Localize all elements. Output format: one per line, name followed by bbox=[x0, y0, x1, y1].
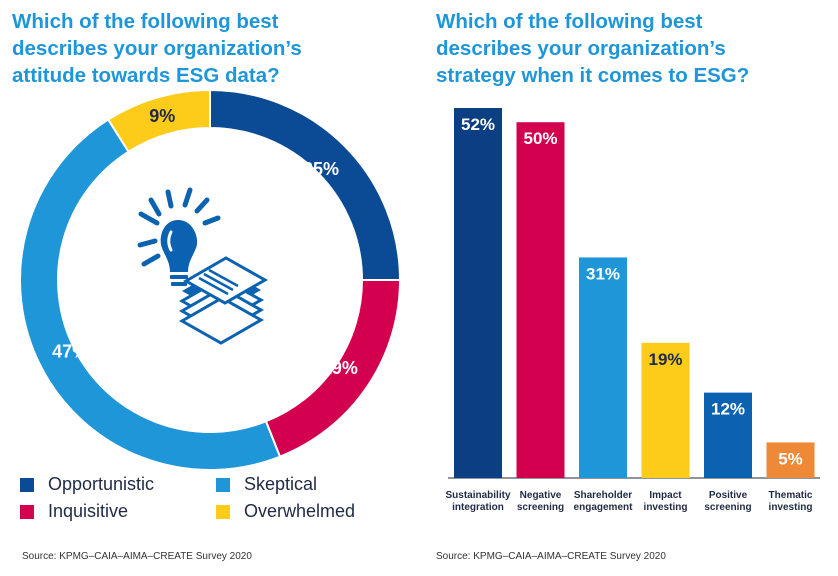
donut-slices bbox=[19, 88, 402, 470]
bar-category-label: Shareholder bbox=[574, 490, 632, 501]
bar-category-label: engagement bbox=[574, 502, 634, 513]
donut-slice-label: 9% bbox=[149, 106, 175, 126]
title-line: strategy when it comes to ESG? bbox=[436, 64, 750, 87]
lightbulb-document-stack-icon bbox=[137, 187, 269, 345]
donut-slice-label: 25% bbox=[303, 159, 339, 179]
bar-category-label: Positive bbox=[709, 490, 748, 501]
legend-swatch bbox=[20, 477, 34, 492]
bar-category-label: investing bbox=[644, 502, 688, 513]
bar-category-label: screening bbox=[704, 502, 751, 513]
bar-value-label: 31% bbox=[586, 264, 620, 283]
donut-chart: 25% 19% 47% 9% bbox=[19, 88, 402, 470]
legend-item: Overwhelmed bbox=[216, 501, 355, 522]
bar-chart: 52%Sustainabilityintegration50%Negatives… bbox=[445, 108, 820, 513]
legend-swatch bbox=[216, 477, 230, 492]
title-line: Which of the following best bbox=[436, 10, 703, 33]
bar bbox=[704, 392, 752, 478]
bar bbox=[641, 342, 690, 478]
bars: 52%Sustainabilityintegration50%Negatives… bbox=[445, 108, 815, 513]
source-note: Source: KPMG–CAIA–AIMA–CREATE Survey 202… bbox=[22, 551, 252, 562]
bar-value-label: 5% bbox=[778, 449, 803, 468]
legend-label: Opportunistic bbox=[48, 474, 155, 494]
legend-label: Skeptical bbox=[244, 474, 318, 494]
legend-item: Opportunistic bbox=[20, 474, 154, 495]
source-note: Source: KPMG–CAIA–AIMA–CREATE Survey 202… bbox=[436, 551, 666, 562]
title-line: Which of the following best bbox=[12, 10, 279, 33]
bar-value-label: 12% bbox=[711, 400, 745, 419]
legend-item: Skeptical bbox=[216, 474, 317, 495]
legend-swatch bbox=[20, 504, 34, 519]
donut-slice-label: 19% bbox=[322, 358, 358, 378]
bar-category-label: Negative bbox=[520, 490, 562, 501]
donut-slice-label: 47% bbox=[52, 341, 88, 361]
bar bbox=[579, 257, 627, 478]
bar bbox=[454, 108, 502, 478]
left-chart-title: Which of the following best describes yo… bbox=[12, 8, 412, 89]
bar-category-label: integration bbox=[452, 502, 504, 513]
donut-slice bbox=[106, 88, 211, 154]
donut-slice bbox=[19, 118, 282, 470]
legend-item: Inquisitive bbox=[20, 501, 128, 522]
bar bbox=[766, 442, 815, 478]
bar-category-label: screening bbox=[517, 502, 564, 513]
legend-label: Inquisitive bbox=[48, 501, 129, 521]
right-chart-title: Which of the following best describes yo… bbox=[436, 8, 836, 89]
bar-category-label: investing bbox=[769, 502, 813, 513]
bar-category-label: Impact bbox=[649, 490, 682, 501]
legend-label: Overwhelmed bbox=[244, 501, 356, 521]
bar-category-label: Thematic bbox=[769, 490, 813, 501]
donut-labels: 25% 19% 47% 9% bbox=[52, 106, 358, 378]
bar-value-label: 52% bbox=[461, 115, 495, 134]
title-line: describes your organization’s bbox=[12, 37, 302, 60]
bar-value-label: 19% bbox=[648, 350, 682, 369]
bar-category-label: Sustainability bbox=[445, 490, 510, 501]
title-line: attitude towards ESG data? bbox=[12, 64, 280, 87]
title-line: describes your organization’s bbox=[436, 37, 726, 60]
donut-legend: Opportunistic Inquisitive Skeptical Over… bbox=[20, 474, 420, 526]
legend-swatch bbox=[216, 504, 230, 519]
bar bbox=[516, 122, 565, 478]
bar-value-label: 50% bbox=[523, 129, 557, 148]
